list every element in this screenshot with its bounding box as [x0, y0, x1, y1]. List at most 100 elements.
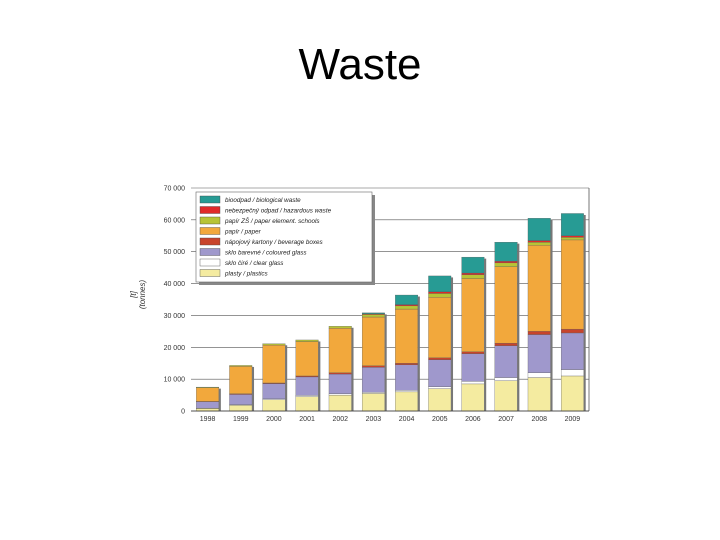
legend-label: sklo čiré / clear glass: [225, 260, 284, 267]
bar-segment: [494, 377, 518, 381]
bar-segment: [560, 235, 584, 238]
bar-shadow: [384, 314, 387, 411]
axes: 0 10 000 20 000 30 000 40 000 50 000 60 000 70 …: [129, 186, 590, 423]
x-tick-label: 1999: [233, 416, 249, 423]
bar-shadow: [550, 219, 553, 411]
legend-label: bioodpad / biological waste: [225, 197, 301, 204]
bar-segment: [229, 365, 253, 367]
bar-segment: [428, 293, 452, 298]
bar-segment: [295, 376, 319, 396]
bar-segment: [295, 396, 319, 412]
bar-segment: [395, 304, 419, 307]
bar-segment: [395, 390, 419, 393]
bar-segment: [560, 375, 584, 412]
bar-segment: [527, 372, 551, 378]
bar-shadow: [252, 366, 255, 411]
x-tick-label: 2001: [299, 416, 315, 423]
bar-segment: [395, 294, 419, 305]
bar-segment: [461, 274, 485, 279]
bar-shadow: [218, 388, 221, 411]
y-tick-label: 70 000: [164, 186, 186, 193]
bar-segment: [361, 312, 385, 314]
bar-shadow: [484, 258, 487, 411]
bar-segment: [262, 344, 286, 384]
bar-segment: [428, 275, 452, 293]
x-tick-label: 2004: [399, 416, 415, 423]
bar-segment: [461, 256, 485, 274]
bar-segment: [361, 316, 385, 366]
bar-segment: [527, 218, 551, 241]
bar-shadow: [351, 327, 354, 411]
bar-segment: [328, 394, 352, 412]
legend-label: papír / paper: [224, 229, 262, 236]
x-tick-label: 2009: [565, 416, 581, 423]
bar-segment: [494, 266, 518, 344]
y-tick-label: 60 000: [164, 217, 186, 224]
bar-segment: [560, 239, 584, 330]
bar-segment: [361, 365, 385, 368]
bar-segment: [428, 357, 452, 360]
bar-segment: [295, 339, 319, 342]
bar-segment: [560, 328, 584, 334]
bar-segment: [229, 366, 253, 394]
bar-shadow: [451, 277, 454, 411]
bar-segment: [361, 314, 385, 318]
bar-shadow: [583, 214, 586, 411]
bar-segment: [196, 387, 220, 402]
y-tick-label: 40 000: [164, 281, 186, 288]
bar-segment: [428, 359, 452, 387]
y-tick-label: 20 000: [164, 345, 186, 352]
legend-box: [195, 191, 373, 283]
bar-segment: [494, 380, 518, 412]
legend-swatch: [199, 248, 221, 256]
bar-segment: [428, 388, 452, 412]
y-tick-label: 10 000: [164, 377, 186, 384]
bar-segment: [262, 383, 286, 400]
bar-segment: [395, 305, 419, 310]
bar-segment: [560, 369, 584, 377]
bar-segment: [461, 353, 485, 382]
bar-segment: [461, 272, 485, 275]
bar-segment: [527, 331, 551, 335]
x-tick-label: 2003: [366, 416, 382, 423]
bar-segment: [527, 240, 551, 243]
bar-segment: [395, 391, 419, 412]
bar-segment: [395, 364, 419, 391]
bar-segment: [196, 401, 220, 409]
bar-segment: [560, 213, 584, 236]
bar-segment: [229, 405, 253, 412]
bar-segment: [328, 372, 352, 375]
stacked-bar-chart: 0 10 000 20 000 30 000 40 000 50 000 60 000 70 …: [129, 186, 590, 423]
y-axis-title: (tonnes): [138, 279, 147, 309]
bar-segment: [527, 245, 551, 332]
y-tick-label: 0: [181, 409, 185, 416]
bar-shadow: [417, 296, 420, 411]
bar-segment: [527, 334, 551, 373]
bar-segment: [361, 367, 385, 393]
x-tick-label: 2006: [465, 416, 481, 423]
legend-label: sklo barevné / coloured glass: [225, 250, 307, 257]
legend-swatch: [199, 195, 221, 204]
legend-swatch: [199, 227, 221, 235]
slide-title: Waste: [298, 40, 422, 89]
bar-shadow: [517, 243, 520, 411]
bar-segment: [461, 383, 485, 412]
bar-segment: [361, 392, 385, 394]
bar-segment: [494, 345, 518, 378]
x-tick-label: 2002: [332, 416, 348, 423]
y-tick-label: 50 000: [164, 249, 186, 256]
y-axis-title: [t]: [129, 290, 138, 298]
legend-label: papír ZŠ / paper element. schools: [224, 216, 320, 225]
legend-swatch: [199, 258, 221, 267]
bar-segment: [328, 328, 352, 373]
x-tick-label: 2008: [531, 416, 547, 423]
bar-segment: [328, 326, 352, 329]
bar-segment: [428, 297, 452, 358]
bar-segment: [494, 262, 518, 267]
legend-label: nebezpečný odpad / hazardous waste: [225, 208, 332, 215]
legend-swatch: [199, 237, 221, 246]
bar-segment: [328, 393, 352, 396]
bar-segment: [328, 373, 352, 394]
bar-segment: [262, 399, 286, 412]
legend-label: plasty / plastics: [224, 271, 269, 278]
